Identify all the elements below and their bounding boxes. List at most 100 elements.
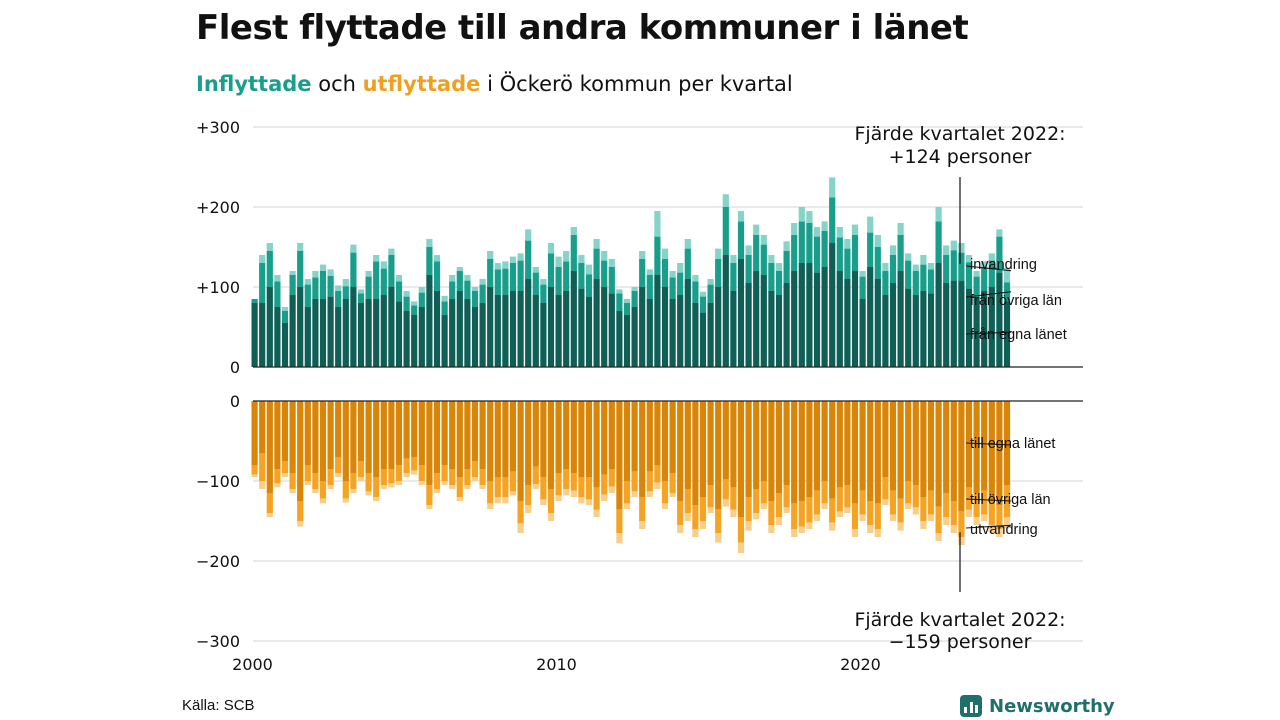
bar-in-immigration bbox=[707, 279, 714, 285]
bar-in-own bbox=[380, 295, 387, 367]
bar-in-immigration bbox=[639, 251, 646, 259]
bar-out-other bbox=[988, 501, 995, 525]
bar-in-own bbox=[616, 311, 623, 367]
bar-in-own bbox=[487, 287, 494, 367]
bar-out-own bbox=[327, 401, 334, 469]
bar-in-other bbox=[775, 271, 783, 295]
bar-out-other bbox=[965, 487, 973, 510]
bar-in-own bbox=[1003, 301, 1011, 367]
bar-out-own bbox=[578, 401, 585, 477]
bar-out-emigration bbox=[859, 514, 866, 521]
bar-out-own bbox=[350, 401, 357, 473]
bar-in-own bbox=[715, 287, 722, 367]
bar-out-other bbox=[418, 465, 425, 481]
bar-out-emigration bbox=[608, 486, 615, 493]
bar-out-other bbox=[487, 481, 494, 504]
bar-out-emigration bbox=[433, 489, 441, 493]
bar-in-immigration bbox=[897, 223, 904, 235]
bar-out-other bbox=[479, 469, 486, 485]
x-tick-label: 2010 bbox=[536, 655, 577, 674]
bar-in-other bbox=[350, 252, 357, 287]
bar-in-own bbox=[601, 287, 608, 367]
bar-out-other bbox=[882, 477, 889, 500]
bar-in-own bbox=[304, 307, 311, 367]
bar-in-immigration bbox=[297, 243, 304, 251]
bar-out-other bbox=[449, 469, 456, 485]
bar-in-other bbox=[487, 259, 494, 287]
bar-out-other bbox=[715, 509, 722, 533]
bar-out-emigration bbox=[304, 481, 311, 485]
bar-in-other bbox=[304, 284, 311, 307]
bar-in-own bbox=[456, 291, 463, 367]
bar-out-own bbox=[540, 401, 547, 477]
bar-out-other bbox=[768, 501, 775, 525]
bar-out-other bbox=[889, 490, 897, 515]
bar-in-other bbox=[357, 293, 365, 303]
bar-out-emigration bbox=[829, 522, 836, 531]
bar-out-emigration bbox=[357, 477, 365, 481]
bar-in-other bbox=[935, 221, 942, 263]
bar-out-emigration bbox=[259, 481, 266, 489]
bar-out-own bbox=[479, 401, 486, 469]
bar-in-other bbox=[927, 269, 935, 294]
leader-invandring bbox=[965, 265, 1012, 272]
bar-in-other bbox=[570, 235, 577, 271]
bar-in-other bbox=[388, 255, 395, 287]
bar-out-other bbox=[464, 469, 471, 485]
bar-in-own bbox=[661, 287, 669, 367]
bar-out-other bbox=[593, 487, 600, 510]
bar-out-emigration bbox=[502, 497, 509, 504]
bar-out-other bbox=[395, 465, 403, 481]
bar-out-own bbox=[859, 401, 866, 491]
bar-out-own bbox=[433, 401, 441, 473]
bar-out-own bbox=[289, 401, 296, 473]
bar-out-own bbox=[388, 401, 395, 469]
bar-out-emigration bbox=[661, 503, 669, 509]
bar-in-own bbox=[965, 288, 973, 367]
annotation-bottom-line1: Fjärde kvartalet 2022: bbox=[854, 609, 1065, 631]
bar-out-own bbox=[821, 401, 828, 481]
bar-out-emigration bbox=[874, 529, 881, 537]
annotation-top-line1: Fjärde kvartalet 2022: bbox=[854, 123, 1065, 145]
bar-out-other bbox=[365, 473, 372, 492]
bar-in-own bbox=[889, 283, 897, 367]
bar-out-other bbox=[798, 501, 805, 527]
label-till-ovriga-lan: till övriga län bbox=[970, 492, 1051, 508]
bar-out-own bbox=[426, 401, 433, 485]
bar-in-immigration bbox=[563, 251, 570, 262]
bar-out-own bbox=[449, 401, 456, 469]
bar-in-immigration bbox=[920, 255, 927, 265]
bar-in-own bbox=[350, 287, 357, 367]
bar-in-other bbox=[722, 207, 729, 255]
bar-in-own bbox=[646, 299, 653, 367]
bar-in-own bbox=[867, 267, 874, 367]
bar-in-own bbox=[312, 299, 319, 367]
bar-in-immigration bbox=[525, 229, 532, 241]
bar-out-own bbox=[471, 401, 479, 461]
bar-out-emigration bbox=[395, 481, 403, 485]
bar-in-own bbox=[502, 295, 509, 367]
bar-out-own bbox=[867, 401, 874, 501]
bar-in-immigration bbox=[699, 291, 707, 297]
subtitle-inflyttade: Inflyttade bbox=[196, 72, 312, 96]
y-tick-top: +200 bbox=[196, 198, 240, 217]
bar-out-other bbox=[737, 517, 745, 543]
y-tick-top: +300 bbox=[196, 118, 240, 137]
bar-out-own bbox=[677, 401, 684, 501]
bar-in-own bbox=[927, 293, 935, 367]
bar-in-other bbox=[813, 236, 821, 273]
label-utvandring: utvandring bbox=[970, 522, 1038, 538]
bar-out-own bbox=[927, 401, 935, 491]
bar-in-own bbox=[517, 291, 524, 367]
bar-in-immigration bbox=[601, 251, 608, 261]
bar-in-own bbox=[973, 296, 980, 367]
bar-in-own bbox=[639, 287, 646, 367]
bar-in-immigration bbox=[350, 244, 357, 253]
bar-in-other bbox=[829, 197, 836, 243]
bar-in-other bbox=[312, 277, 319, 299]
bar-out-other bbox=[981, 490, 988, 515]
bar-in-other bbox=[768, 263, 775, 291]
bar-in-immigration bbox=[494, 263, 501, 270]
bar-out-other bbox=[631, 471, 638, 492]
bar-in-other bbox=[342, 286, 349, 299]
